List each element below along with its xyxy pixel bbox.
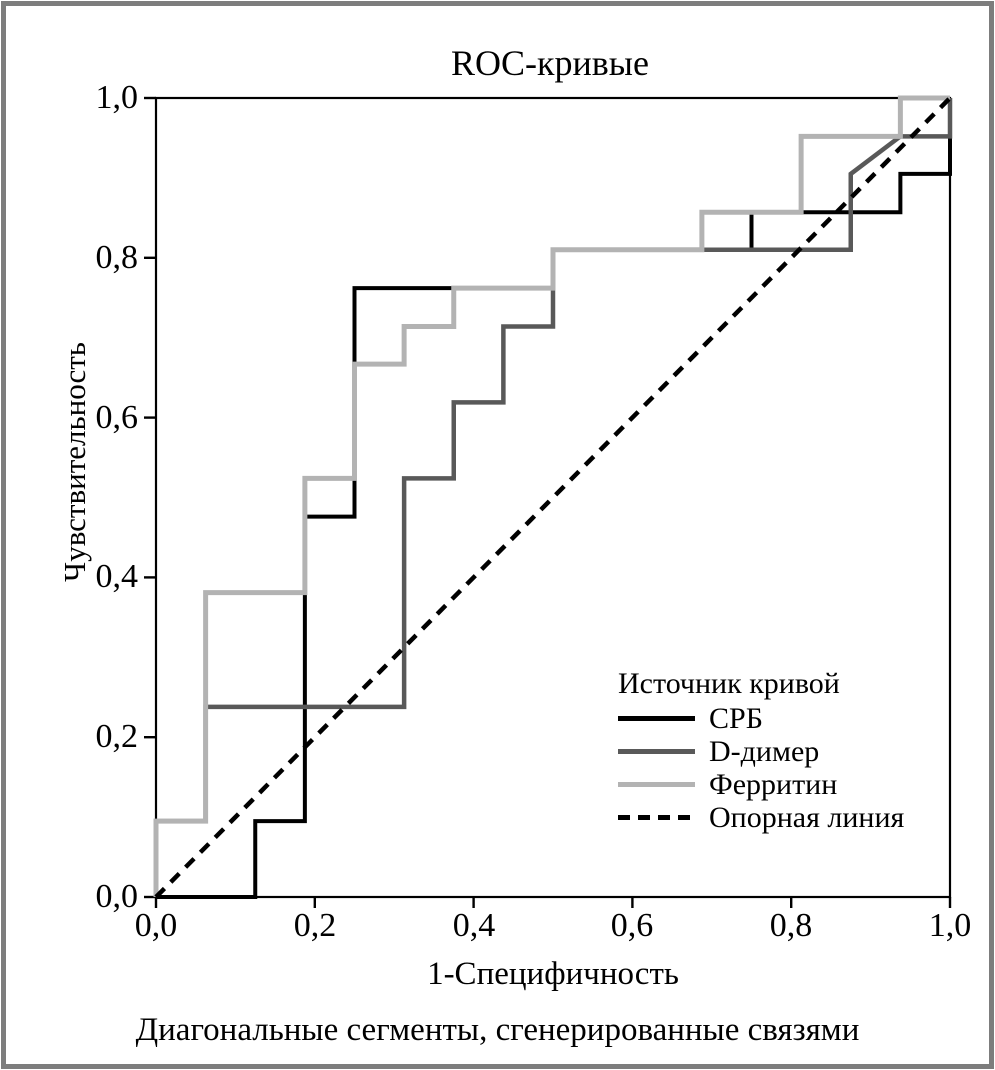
legend-item-reference: Опорная линия — [618, 801, 904, 834]
y-tick-label: 0,8 — [95, 239, 139, 276]
roc-curve-3 — [153, 95, 950, 897]
x-tick-label: 0,0 — [134, 907, 178, 944]
x-tick-label: 0,6 — [610, 907, 654, 944]
axis-box — [154, 96, 952, 899]
y-tick-label: 0,4 — [95, 558, 139, 595]
y-tick-label: 0,2 — [95, 718, 139, 755]
legend-item-label: D-димер — [709, 735, 820, 768]
legend-item-crb: СРБ — [618, 702, 904, 735]
y-axis-title: Чувствительность — [57, 342, 92, 582]
x-tick-label: 0,8 — [769, 907, 813, 944]
x-tick-label: 0,4 — [452, 907, 496, 944]
legend-item-label: СРБ — [709, 702, 763, 735]
legend: Источник кривой СРБ D-димер Ферритин Опо… — [618, 666, 904, 834]
legend-item-label: Ферритин — [709, 768, 838, 801]
chart-title: ROC-кривые — [451, 43, 649, 83]
y-tick-label: 1,0 — [95, 79, 139, 116]
legend-item-ddimer: D-димер — [618, 735, 904, 768]
x-tick-label: 0,2 — [293, 907, 337, 944]
chart-caption: Диагональные сегменты, сгенерированные с… — [135, 1012, 860, 1048]
y-tick-label: 0,6 — [95, 399, 139, 436]
ddimer-line-swatch — [618, 749, 695, 754]
reference-dashed-line-swatch — [618, 815, 695, 820]
legend-item-label: Опорная линия — [709, 801, 905, 834]
ferritin-line-swatch — [618, 782, 695, 787]
x-axis-title: 1-Специфичность — [427, 956, 679, 992]
legend-title: Источник кривой — [618, 667, 840, 700]
crb-line-swatch — [618, 716, 695, 721]
roc-curves-canvas — [144, 95, 953, 908]
x-tick-label: 1,0 — [928, 907, 972, 944]
y-tick-label: 0,0 — [95, 878, 139, 915]
plot-area — [144, 95, 953, 908]
legend-item-ferritin: Ферритин — [618, 768, 904, 801]
